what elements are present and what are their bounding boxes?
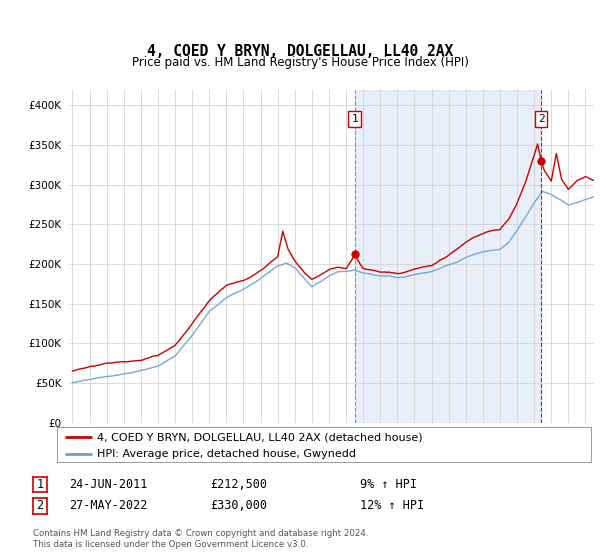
Text: Contains HM Land Registry data © Crown copyright and database right 2024.
This d: Contains HM Land Registry data © Crown c… (33, 529, 368, 549)
Text: 1: 1 (37, 478, 44, 491)
Text: 4, COED Y BRYN, DOLGELLAU, LL40 2AX: 4, COED Y BRYN, DOLGELLAU, LL40 2AX (147, 44, 453, 59)
Text: 24-JUN-2011: 24-JUN-2011 (69, 478, 148, 491)
Text: 2: 2 (37, 499, 44, 512)
Bar (355, 90, 541, 423)
Text: £330,000: £330,000 (210, 499, 267, 512)
Text: £212,500: £212,500 (210, 478, 267, 491)
Text: 9% ↑ HPI: 9% ↑ HPI (360, 478, 417, 491)
Text: Price paid vs. HM Land Registry's House Price Index (HPI): Price paid vs. HM Land Registry's House … (131, 56, 469, 69)
Text: 27-MAY-2022: 27-MAY-2022 (69, 499, 148, 512)
Text: 4, COED Y BRYN, DOLGELLAU, LL40 2AX (detached house): 4, COED Y BRYN, DOLGELLAU, LL40 2AX (det… (97, 432, 422, 442)
Text: 12% ↑ HPI: 12% ↑ HPI (360, 499, 424, 512)
Text: HPI: Average price, detached house, Gwynedd: HPI: Average price, detached house, Gwyn… (97, 449, 356, 459)
Text: 1: 1 (351, 114, 358, 124)
Text: 2: 2 (538, 114, 545, 124)
